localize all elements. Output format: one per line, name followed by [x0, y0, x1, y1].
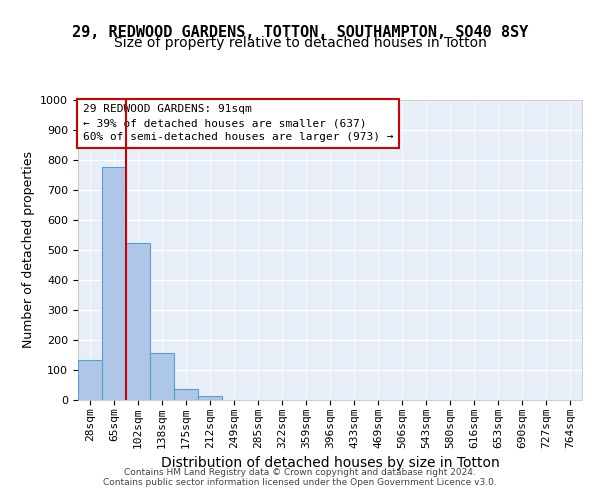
Text: Contains HM Land Registry data © Crown copyright and database right 2024.: Contains HM Land Registry data © Crown c…	[124, 468, 476, 477]
Bar	[126, 243, 150, 400]
Text: Size of property relative to detached houses in Totton: Size of property relative to detached ho…	[113, 36, 487, 50]
Y-axis label: Number of detached properties: Number of detached properties	[22, 152, 35, 348]
Bar	[78, 360, 102, 400]
Bar	[150, 352, 174, 400]
Bar	[198, 396, 222, 400]
Bar	[102, 166, 126, 400]
Text: 29 REDWOOD GARDENS: 91sqm
← 39% of detached houses are smaller (637)
60% of semi: 29 REDWOOD GARDENS: 91sqm ← 39% of detac…	[83, 104, 394, 142]
Bar	[174, 389, 198, 400]
X-axis label: Distribution of detached houses by size in Totton: Distribution of detached houses by size …	[161, 456, 499, 470]
Text: Contains public sector information licensed under the Open Government Licence v3: Contains public sector information licen…	[103, 478, 497, 487]
Text: 29, REDWOOD GARDENS, TOTTON, SOUTHAMPTON, SO40 8SY: 29, REDWOOD GARDENS, TOTTON, SOUTHAMPTON…	[72, 25, 528, 40]
